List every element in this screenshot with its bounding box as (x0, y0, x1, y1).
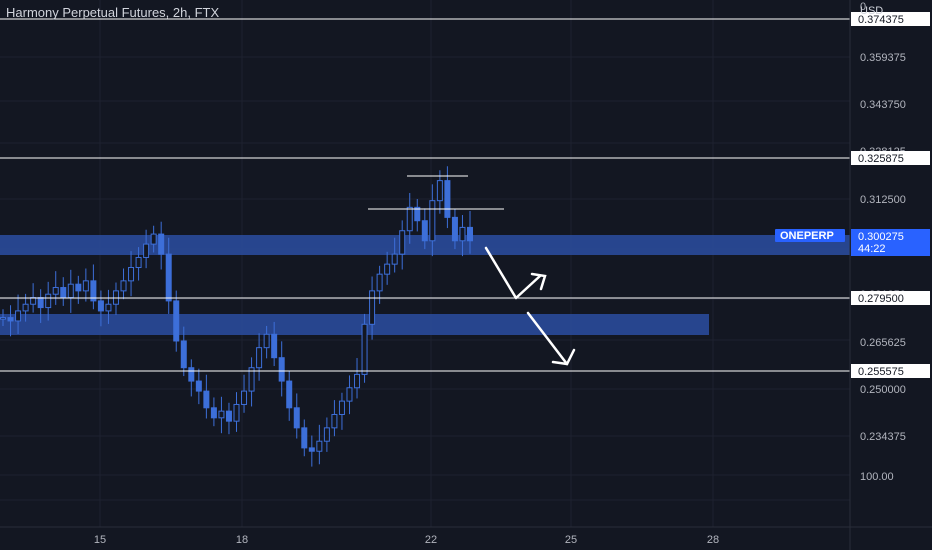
candle (37, 297, 44, 309)
price-axis-label: 0.265625 (860, 337, 906, 349)
candle (429, 200, 436, 242)
time-axis-label: 22 (425, 534, 437, 546)
price-axis-label: 0.312500 (860, 194, 906, 206)
candle (150, 233, 157, 245)
price-axis-label: 0.343750 (860, 99, 906, 111)
candle (271, 333, 278, 359)
line-price-tag-text: 0.325875 (858, 153, 904, 165)
candle (338, 400, 345, 415)
price-axis-label: 0.234375 (860, 431, 906, 443)
line-price-tag (851, 151, 930, 165)
candle (218, 410, 225, 419)
candle (376, 273, 383, 292)
candle (105, 303, 112, 312)
candle (67, 283, 74, 299)
time-axis-label: 15 (94, 534, 106, 546)
candle (354, 373, 361, 389)
price-axis-label: 0.250000 (860, 384, 906, 396)
candle (143, 243, 150, 258)
candle (278, 357, 285, 382)
candle (203, 390, 210, 409)
symbol-tag[interactable] (775, 229, 845, 242)
candle (45, 293, 52, 309)
candle (158, 233, 165, 255)
time-axis-label: 25 (565, 534, 577, 546)
candle (75, 283, 82, 292)
line-price-tag (851, 12, 930, 26)
candle (173, 300, 180, 342)
candle (241, 390, 248, 405)
line-price-tag-text: 0.374375 (858, 14, 904, 26)
price-axis-label: 0.359375 (860, 52, 906, 64)
candle (7, 317, 14, 322)
candle (414, 206, 421, 222)
candle (120, 280, 127, 292)
arrow-drawing-1[interactable] (484, 246, 542, 300)
arrowhead-2 (551, 348, 576, 366)
candle (30, 297, 37, 305)
candle (467, 226, 473, 242)
candle (90, 280, 97, 302)
candle (22, 303, 29, 312)
arrowhead-1 (530, 272, 547, 291)
line-price-tag-text: 0.255575 (858, 366, 904, 378)
candle (97, 300, 104, 312)
arrow-drawing-2[interactable] (526, 311, 569, 366)
line-price-tag (851, 291, 930, 305)
candle (286, 380, 293, 409)
candle (165, 253, 172, 302)
candle (263, 333, 270, 349)
current-price-value: 0.300275 (858, 231, 904, 243)
candle (0, 317, 6, 320)
candle (135, 256, 142, 268)
candle (301, 427, 308, 449)
currency-label[interactable]: USD (860, 5, 884, 17)
candle (256, 347, 263, 369)
candle (444, 180, 451, 218)
candle (459, 226, 466, 242)
candle (384, 263, 391, 275)
line-price-tag (851, 364, 930, 378)
candle (346, 387, 353, 402)
candle (399, 230, 406, 255)
time-axis-label: 28 (707, 534, 719, 546)
candle (421, 220, 428, 242)
candle (195, 380, 202, 392)
candle (210, 407, 217, 419)
candle (248, 367, 255, 392)
candle (308, 447, 315, 452)
candle (15, 310, 22, 322)
candle (391, 253, 398, 265)
candle (316, 440, 323, 452)
candle (293, 407, 300, 429)
candle (406, 206, 413, 232)
candle (128, 266, 135, 282)
countdown-timer: 44:22 (858, 243, 886, 255)
time-axis-label: 18 (236, 534, 248, 546)
candle (361, 323, 368, 375)
symbol-tag-text: ONEPERP (780, 230, 834, 242)
price-axis-label: 100.00 (860, 471, 894, 483)
zone-support (0, 314, 709, 335)
candle (233, 403, 240, 422)
candle (82, 280, 89, 292)
candle (323, 427, 330, 442)
candle (180, 340, 187, 369)
candle (436, 180, 443, 202)
candle (451, 216, 458, 242)
candle (188, 367, 195, 382)
candle (60, 287, 67, 299)
candle (331, 413, 338, 429)
line-price-tag-text: 0.279500 (858, 293, 904, 305)
chart-title: Harmony Perpetual Futures, 2h, FTX (6, 5, 220, 20)
candle (225, 410, 232, 422)
candle (369, 290, 376, 325)
candle (52, 287, 59, 295)
current-price-tag[interactable] (851, 229, 930, 256)
price-axis-label: 0 (860, 1, 866, 13)
